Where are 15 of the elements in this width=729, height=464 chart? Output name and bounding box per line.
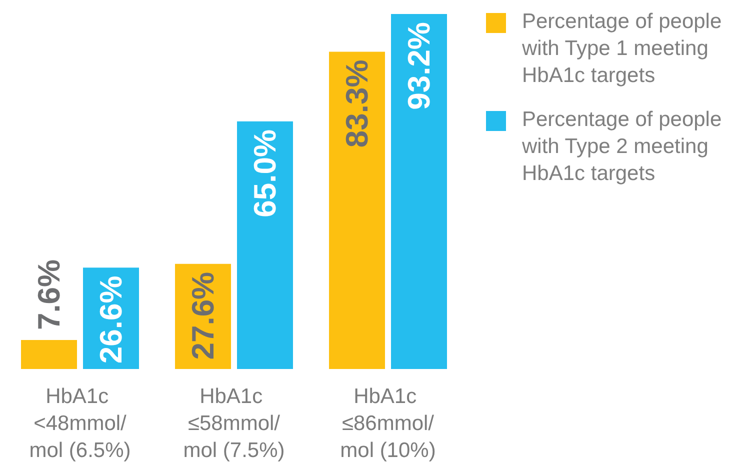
bar (237, 121, 293, 369)
bar (21, 340, 77, 369)
data-label: 27.6% (186, 272, 220, 360)
data-label: 65.0% (248, 129, 282, 218)
bar (329, 52, 385, 369)
data-label: 83.3% (340, 60, 374, 148)
bar (391, 14, 447, 369)
x-tick-label: HbA1c <48mmol/mol (6.5%) (29, 385, 131, 462)
data-label: 93.2% (402, 22, 436, 110)
legend-label: Percentage of people with Type 2 meeting HbA1c targets (522, 107, 723, 187)
data-label: 7.6% (32, 259, 66, 330)
x-tick-label: HbA1c ≤86mmol/mol (10%) (340, 385, 436, 462)
data-label: 26.6% (94, 276, 128, 364)
x-tick-label: HbA1c ≤58mmol/mol (7.5%) (183, 385, 285, 462)
legend-label: Percentage of people with Type 1 meeting HbA1c targets (522, 9, 723, 89)
